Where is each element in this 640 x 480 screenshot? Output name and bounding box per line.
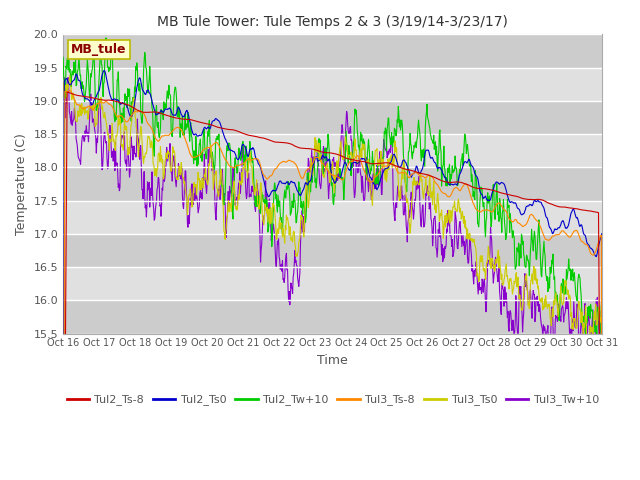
Y-axis label: Temperature (C): Temperature (C) (15, 133, 28, 235)
Legend: Tul2_Ts-8, Tul2_Ts0, Tul2_Tw+10, Tul3_Ts-8, Tul3_Ts0, Tul3_Tw+10: Tul2_Ts-8, Tul2_Ts0, Tul2_Tw+10, Tul3_Ts… (62, 390, 604, 410)
Bar (63, 267, 602, 300)
Bar (63, 234, 602, 267)
Bar (63, 134, 602, 168)
Text: MB_tule: MB_tule (71, 43, 127, 56)
Bar (63, 168, 602, 201)
Bar (63, 68, 602, 101)
Bar (63, 35, 602, 68)
X-axis label: Time: Time (317, 354, 348, 367)
Bar (63, 101, 602, 134)
Bar (63, 201, 602, 234)
Title: MB Tule Tower: Tule Temps 2 & 3 (3/19/14-3/23/17): MB Tule Tower: Tule Temps 2 & 3 (3/19/14… (157, 15, 508, 29)
Bar (63, 300, 602, 334)
